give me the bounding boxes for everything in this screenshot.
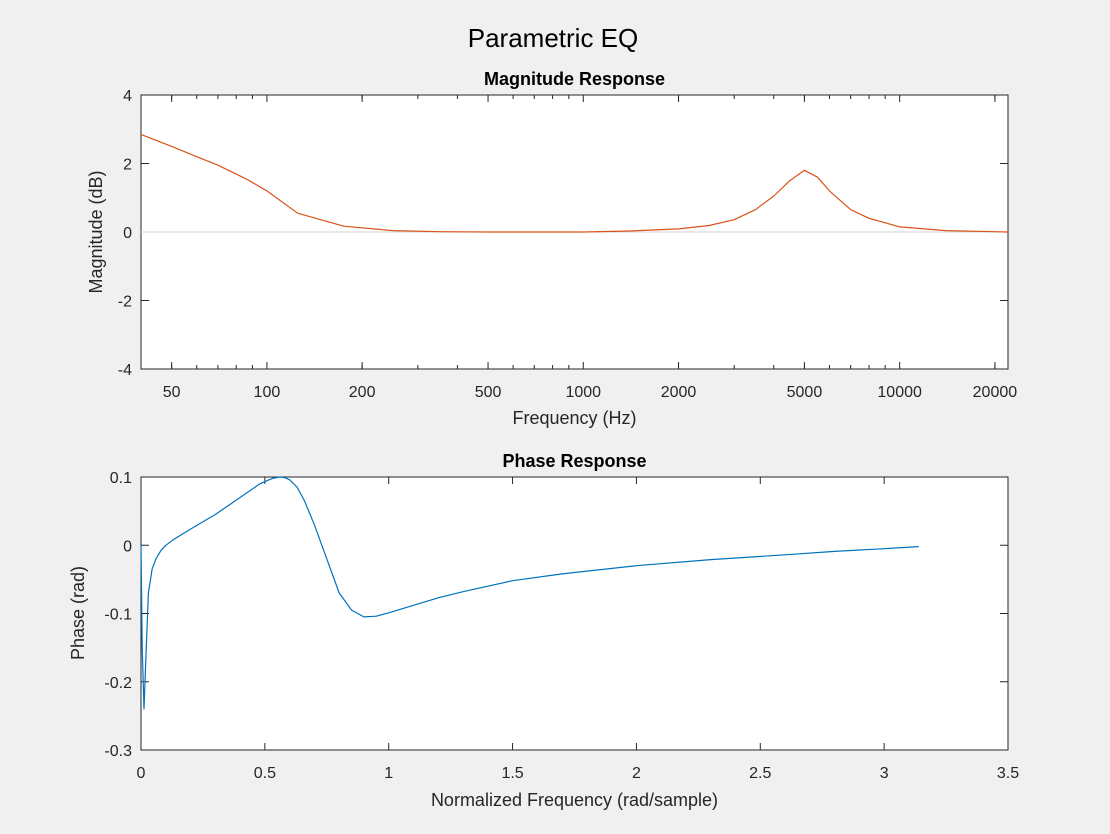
phase-plot-area xyxy=(140,476,1009,751)
magnitude-xtick-label: 1000 xyxy=(565,384,601,401)
phase-title: Phase Response xyxy=(502,451,646,471)
phase-xtick-label: 0.5 xyxy=(254,765,276,782)
phase-series-line xyxy=(140,476,919,710)
phase-ytick-label: -0.3 xyxy=(104,743,132,760)
magnitude-xtick-label: 2000 xyxy=(661,384,697,401)
magnitude-xtick-label: 200 xyxy=(349,384,376,401)
phase-xtick-label: 0 xyxy=(137,765,146,782)
phase-xtick-label: 3.5 xyxy=(997,765,1019,782)
phase-ytick-label: 0.1 xyxy=(110,470,132,487)
magnitude-xlabel: Frequency (Hz) xyxy=(512,408,636,428)
phase-xtick-label: 3 xyxy=(880,765,889,782)
magnitude-ytick-label: 0 xyxy=(123,225,132,242)
magnitude-ylabel: Magnitude (dB) xyxy=(86,170,106,293)
phase-xtick-label: 1.5 xyxy=(501,765,523,782)
phase-xtick-label: 2 xyxy=(632,765,641,782)
magnitude-ticks: 50 100 200 500 1000 2000 5000 10000 20000 -4 -2 0 2 4 xyxy=(118,88,1017,401)
magnitude-ytick-label: -4 xyxy=(118,362,132,379)
figure-title: Parametric EQ xyxy=(468,23,639,53)
magnitude-ytick-label: 4 xyxy=(123,88,132,105)
magnitude-axes: Magnitude Response Frequency (Hz) Magnit… xyxy=(86,69,1017,428)
phase-xtick-label: 2.5 xyxy=(749,765,771,782)
phase-ytick-label: -0.1 xyxy=(104,607,132,624)
magnitude-ytick-label: 2 xyxy=(123,157,132,174)
magnitude-xtick-label: 20000 xyxy=(973,384,1018,401)
magnitude-xtick-label: 500 xyxy=(475,384,502,401)
phase-ytick-label: -0.2 xyxy=(104,675,132,692)
magnitude-title: Magnitude Response xyxy=(484,69,665,89)
magnitude-xtick-label: 100 xyxy=(254,384,281,401)
phase-axes: Phase Response Normalized Frequency (rad… xyxy=(68,451,1019,810)
magnitude-xtick-label: 10000 xyxy=(877,384,922,401)
magnitude-ytick-label: -2 xyxy=(118,294,132,311)
magnitude-series-line xyxy=(140,133,1009,233)
magnitude-xtick-label: 50 xyxy=(163,384,181,401)
phase-xtick-label: 1 xyxy=(384,765,393,782)
magnitude-xtick-label: 5000 xyxy=(787,384,823,401)
phase-ylabel: Phase (rad) xyxy=(68,566,88,660)
phase-xlabel: Normalized Frequency (rad/sample) xyxy=(431,790,718,810)
magnitude-lines xyxy=(140,133,1009,233)
phase-lines xyxy=(140,476,919,710)
phase-ytick-label: 0 xyxy=(123,538,132,555)
